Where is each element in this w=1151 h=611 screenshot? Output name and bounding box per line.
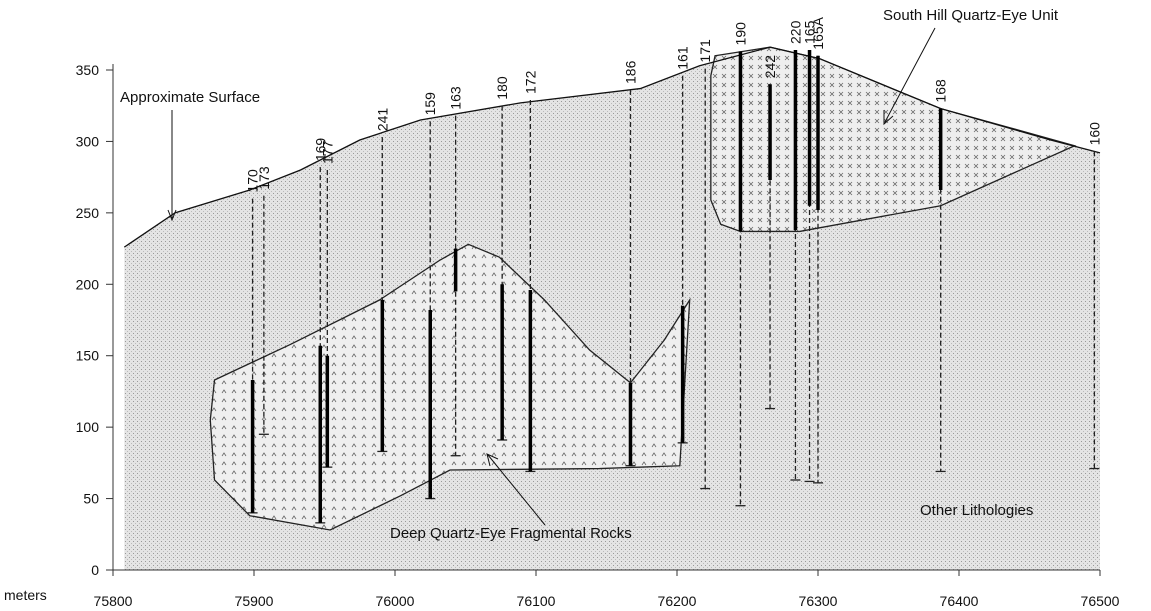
y-tick-label: 300 xyxy=(76,133,100,149)
x-tick-label: 75900 xyxy=(235,593,274,609)
x-tick-label: 76200 xyxy=(658,593,697,609)
hole-label: 220 xyxy=(787,20,803,44)
hole-label: 169 xyxy=(312,138,328,162)
hole-label: 242 xyxy=(762,55,778,79)
hole-label: 163 xyxy=(448,86,464,110)
arrow xyxy=(883,27,936,126)
hole-label: 168 xyxy=(933,79,949,103)
y-tick-label: 100 xyxy=(76,419,100,435)
deep-unit xyxy=(209,243,691,531)
y-tick-label: 50 xyxy=(83,491,99,507)
x-unit-label: meters xyxy=(4,587,47,603)
surface-line xyxy=(123,46,1101,248)
x-tick-label: 76400 xyxy=(940,593,979,609)
hole-label: 180 xyxy=(494,76,510,100)
x-tick-label: 75800 xyxy=(94,593,133,609)
hole-label: 172 xyxy=(522,70,538,94)
hole-label: 177 xyxy=(319,140,335,164)
hole-label: 165 xyxy=(802,20,818,44)
y-tick-label: 250 xyxy=(76,205,100,221)
hole-label: 186 xyxy=(622,60,638,84)
annotation: Other Lithologies xyxy=(920,502,1033,519)
y-tick-label: 0 xyxy=(91,562,99,578)
hole-label: 165A xyxy=(810,16,826,49)
hole-label: 173 xyxy=(256,166,272,190)
hole-label: 160 xyxy=(1086,122,1102,146)
hole-label: 170 xyxy=(245,169,261,193)
x-tick-label: 76100 xyxy=(517,593,556,609)
hole-label: 190 xyxy=(732,22,748,46)
hole-label: 161 xyxy=(675,46,691,70)
arrow xyxy=(167,110,177,222)
annotation: Approximate Surface xyxy=(120,89,260,106)
hole-label: 241 xyxy=(374,108,390,132)
hole-label: 171 xyxy=(697,39,713,63)
arrow xyxy=(486,453,546,526)
hole-label: 159 xyxy=(422,92,438,116)
y-tick-label: 350 xyxy=(76,62,100,78)
annotation: South Hill Quartz-Eye Unit xyxy=(883,7,1059,24)
x-tick-label: 76000 xyxy=(376,593,415,609)
annotation: Deep Quartz-Eye Fragmental Rocks xyxy=(390,525,632,542)
x-tick-label: 76300 xyxy=(799,593,838,609)
y-tick-label: 150 xyxy=(76,348,100,364)
y-tick-label: 200 xyxy=(76,276,100,292)
x-tick-label: 76500 xyxy=(1081,593,1120,609)
